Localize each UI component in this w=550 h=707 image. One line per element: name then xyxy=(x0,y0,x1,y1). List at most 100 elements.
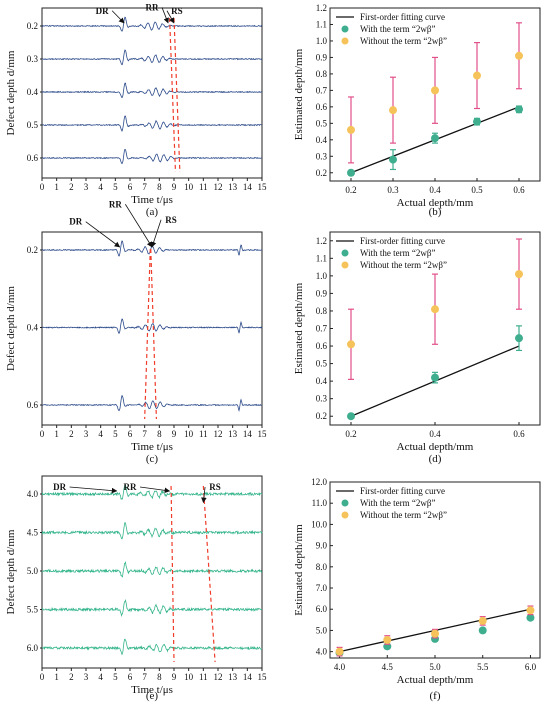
y-tick-label: 1.0 xyxy=(316,271,328,281)
data-point-without-term xyxy=(431,305,439,314)
annotation-arrow-rr xyxy=(139,486,171,494)
x-tick-label: 2 xyxy=(69,429,74,439)
x-axis-label: Time t/μs xyxy=(131,441,173,453)
annotation-arrow-rs xyxy=(166,10,175,24)
y-tick-label: 6.0 xyxy=(316,604,328,614)
dashed-guide-1 xyxy=(169,17,177,173)
panel-caption-e: (e) xyxy=(146,690,159,702)
dashed-guide-1 xyxy=(170,485,175,663)
x-tick-label: 0.4 xyxy=(429,429,441,439)
x-tick-label: 14 xyxy=(243,429,253,439)
y-tick-label: 8.0 xyxy=(316,562,328,572)
x-tick-label: 0 xyxy=(40,182,45,192)
trace-label-0.5: 0.5 xyxy=(27,120,39,130)
trace-label-0.3: 0.3 xyxy=(27,54,39,64)
data-point-without-term xyxy=(347,340,355,349)
y-tick-label: 11.0 xyxy=(312,498,328,508)
x-tick-label: 0.2 xyxy=(345,429,356,439)
y-axis-label: Estimated depth/mm xyxy=(293,48,305,140)
x-tick-label: 1 xyxy=(54,672,59,682)
y-axis-label: Defect depth d/mm xyxy=(5,529,17,614)
x-tick-label: 0.4 xyxy=(429,185,441,195)
y-tick-label: 0.4 xyxy=(316,135,328,145)
y-axis-label: Estimated depth/mm xyxy=(293,524,305,616)
legend-swatch-with xyxy=(341,249,349,257)
x-axis-label: Time t/μs xyxy=(131,194,173,206)
y-tick-label: 0.6 xyxy=(316,102,328,112)
trace-label-6.0: 6.0 xyxy=(27,643,39,653)
x-tick-label: 15 xyxy=(258,429,268,439)
x-tick-label: 0.2 xyxy=(345,185,356,195)
x-axis-label: Time t/μs xyxy=(131,684,173,696)
trace-label-0.6: 0.6 xyxy=(27,400,39,410)
data-point-without-term xyxy=(431,86,439,95)
dashed-guide-2 xyxy=(202,485,216,663)
x-tick-label: 9 xyxy=(172,672,177,682)
trace-line-0.4 xyxy=(41,82,263,99)
x-axis-label: Actual depth/mm xyxy=(397,441,474,453)
data-point-with-term xyxy=(526,613,535,622)
trace-line-5.0 xyxy=(41,560,263,578)
y-tick-label: 0.6 xyxy=(316,341,328,351)
x-tick-label: 4.5 xyxy=(382,662,394,672)
x-tick-label: 0.6 xyxy=(513,185,525,195)
x-tick-label: 3 xyxy=(84,429,89,439)
data-point-without-term xyxy=(515,51,523,60)
x-tick-label: 0.6 xyxy=(513,429,525,439)
x-tick-label: 0.5 xyxy=(471,185,483,195)
y-tick-label: 0.9 xyxy=(316,288,328,298)
data-point-without-term xyxy=(389,106,397,115)
trace-label-0.2: 0.2 xyxy=(27,245,38,255)
trace-line-0.6 xyxy=(41,394,262,412)
x-tick-label: 5 xyxy=(113,182,118,192)
annotation-arrow-dr xyxy=(85,221,121,248)
x-axis-label: Actual depth/mm xyxy=(397,197,474,209)
legend-entry-without: Without the term “2wβ” xyxy=(360,260,447,270)
x-tick-label: 5.5 xyxy=(477,662,489,672)
x-tick-label: 5 xyxy=(113,672,118,682)
legend-entry-without: Without the term “2wβ” xyxy=(360,36,447,46)
y-tick-label: 1.2 xyxy=(316,236,327,246)
plot-frame xyxy=(41,7,263,179)
annotation-rr: RR xyxy=(146,2,159,12)
trace-label-5.0: 5.0 xyxy=(27,566,39,576)
dashed-guide-1 xyxy=(144,241,152,420)
annotation-arrow-rs xyxy=(201,486,207,504)
y-tick-label: 10.0 xyxy=(311,519,327,529)
data-point-with-term xyxy=(515,105,523,114)
panel-d: 0.2 0.3 0.4 0.5 0.6 0.7 0.8 0.9 1.0 1.1 1.2 0.2 0.4 0… xyxy=(293,231,541,465)
annotation-dr: DR xyxy=(69,217,82,227)
x-tick-label: 6 xyxy=(128,429,133,439)
legend-entry-with: With the term “2wβ” xyxy=(360,498,435,508)
annotation-rs: RS xyxy=(171,6,183,16)
x-tick-label: 5.0 xyxy=(429,662,441,672)
trace-line-0.3 xyxy=(41,49,263,66)
panel-f: 4.0 5.0 6.0 7.0 8.0 9.0 10.0 11.0 12.0 4.0 4.5 5.0 5… xyxy=(293,477,541,702)
x-tick-label: 14 xyxy=(243,182,253,192)
x-tick-label: 11 xyxy=(199,182,208,192)
x-tick-label: 8 xyxy=(157,182,162,192)
x-tick-label: 0 xyxy=(40,429,45,439)
data-point-with-term xyxy=(515,334,523,343)
y-tick-label: 0.9 xyxy=(316,52,328,62)
x-tick-label: 15 xyxy=(258,182,268,192)
data-point-without-term xyxy=(431,629,439,638)
legend-swatch-with xyxy=(341,25,349,33)
data-point-with-term xyxy=(431,134,439,143)
trace-line-4.5 xyxy=(41,521,263,540)
legend-entry-fit: First-order fitting curve xyxy=(360,12,445,22)
annotation-arrow-dr xyxy=(69,486,118,494)
data-point-without-term xyxy=(383,635,392,644)
x-tick-label: 2 xyxy=(69,182,74,192)
y-tick-label: 1.1 xyxy=(316,19,327,29)
trace-label-5.5: 5.5 xyxy=(27,605,39,615)
x-tick-label: 9 xyxy=(172,429,177,439)
panel-caption-b: (b) xyxy=(429,206,442,218)
x-tick-label: 5 xyxy=(113,429,118,439)
x-tick-label: 3 xyxy=(84,672,89,682)
y-tick-label: 0.8 xyxy=(316,306,328,316)
dashed-guide-2 xyxy=(149,241,157,420)
data-point-without-term xyxy=(473,71,481,80)
data-point-with-term xyxy=(478,626,487,635)
data-point-without-term xyxy=(335,647,344,656)
